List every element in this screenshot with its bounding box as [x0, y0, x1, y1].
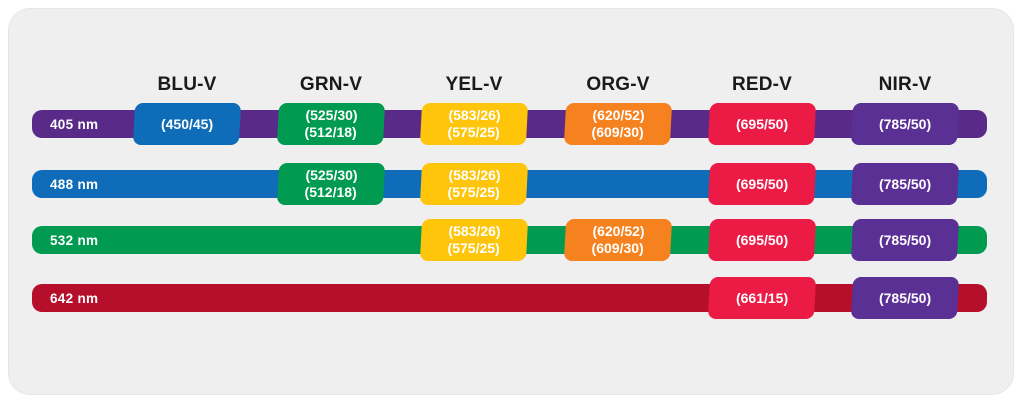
filter-value: (583/26)	[448, 223, 501, 239]
laser-label-488nm: 488 nm	[50, 176, 99, 192]
filter-value: (512/18)	[304, 184, 357, 200]
filter-value: (695/50)	[735, 231, 789, 248]
filter-value: (512/18)	[304, 124, 357, 140]
filter-box-org-v-405: (620/52) (609/30)	[563, 103, 673, 145]
laser-label-642nm: 642 nm	[50, 290, 99, 306]
filter-value: (785/50)	[878, 231, 932, 248]
filter-value: (785/50)	[878, 175, 932, 192]
filter-value: (525/30)	[305, 167, 358, 183]
filter-box-nir-v-488: (785/50)	[850, 163, 960, 205]
filter-value: (620/52)	[592, 223, 645, 239]
filter-box-red-v-532: (695/50)	[707, 219, 817, 261]
header-org-v: ORG-V	[586, 74, 650, 95]
header-red-v: RED-V	[731, 74, 793, 95]
filter-value: (609/30)	[591, 240, 644, 256]
filter-box-org-v-532: (620/52) (609/30)	[563, 219, 673, 261]
filter-value: (695/50)	[735, 115, 789, 132]
filter-value: (583/26)	[448, 167, 501, 183]
filter-value: (695/50)	[735, 175, 789, 192]
filter-value: (785/50)	[878, 289, 932, 306]
filter-box-nir-v-405: (785/50)	[850, 103, 960, 145]
filter-value: (609/30)	[591, 124, 644, 140]
filter-box-grn-v-488: (525/30) (512/18)	[276, 163, 386, 205]
filter-box-nir-v-532: (785/50)	[850, 219, 960, 261]
filter-value: (785/50)	[878, 115, 932, 132]
filter-box-nir-v-642: (785/50)	[850, 277, 960, 319]
filter-value: (525/30)	[305, 107, 358, 123]
filter-box-red-v-488: (695/50)	[707, 163, 817, 205]
filter-box-grn-v-405: (525/30) (512/18)	[276, 103, 386, 145]
filter-box-yel-v-532: (583/26) (575/25)	[419, 219, 529, 261]
filter-value: (583/26)	[448, 107, 501, 123]
filter-value: (575/25)	[447, 184, 500, 200]
filter-box-red-v-642: (661/15)	[707, 277, 817, 319]
laser-label-532nm: 532 nm	[50, 232, 99, 248]
header-nir-v: NIR-V	[878, 74, 932, 95]
filter-box-yel-v-405: (583/26) (575/25)	[419, 103, 529, 145]
laser-bar-642nm: 642 nm	[32, 284, 987, 312]
filter-box-red-v-405: (695/50)	[707, 103, 817, 145]
filter-box-blu-v-405: (450/45)	[132, 103, 242, 145]
filter-value: (661/15)	[735, 289, 789, 306]
filter-value: (575/25)	[447, 124, 500, 140]
filter-value: (620/52)	[592, 107, 645, 123]
laser-label-405nm: 405 nm	[50, 116, 99, 132]
header-blu-v: BLU-V	[157, 74, 217, 95]
filter-box-yel-v-488: (583/26) (575/25)	[419, 163, 529, 205]
filter-value: (575/25)	[447, 240, 500, 256]
header-grn-v: GRN-V	[299, 74, 363, 95]
header-yel-v: YEL-V	[445, 74, 503, 95]
filter-value: (450/45)	[160, 115, 214, 132]
